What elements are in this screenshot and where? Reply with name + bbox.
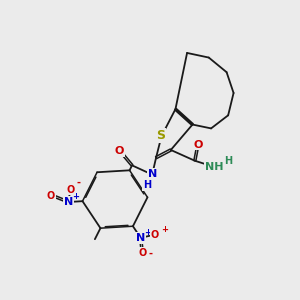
Text: N: N — [64, 197, 73, 207]
Text: S: S — [156, 129, 165, 142]
Text: +: + — [161, 225, 168, 234]
Text: H: H — [224, 156, 232, 166]
Text: O: O — [193, 140, 203, 150]
Text: -: - — [76, 178, 80, 188]
Text: +: + — [73, 192, 80, 201]
Text: N: N — [148, 169, 158, 179]
Text: +: + — [145, 228, 152, 237]
Text: H: H — [143, 180, 151, 190]
Text: O: O — [115, 146, 124, 157]
Text: NH: NH — [205, 162, 224, 172]
Text: O: O — [66, 185, 74, 195]
Text: O: O — [138, 248, 146, 258]
Text: O: O — [46, 191, 55, 201]
Text: O: O — [150, 230, 159, 240]
Text: -: - — [148, 248, 152, 258]
Text: N: N — [136, 233, 145, 243]
